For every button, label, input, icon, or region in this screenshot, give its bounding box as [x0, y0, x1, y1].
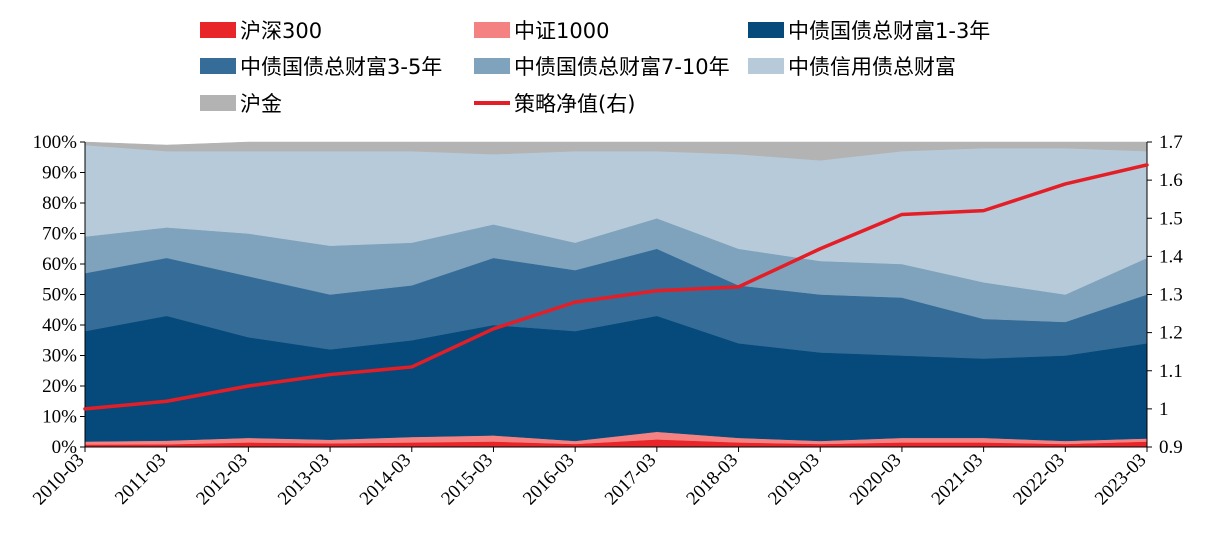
x-tick-label: 2016-03 [519, 450, 579, 510]
right-tick-label: 0.9 [1159, 437, 1183, 458]
legend-item: 中债信用债总财富 [748, 55, 956, 79]
legend-label: 沪深300 [240, 19, 322, 43]
strategy-line-layer [83, 163, 1149, 411]
stacked-areas [84, 141, 1148, 448]
legend-label: 中证1000 [514, 19, 609, 43]
x-tick-label: 2012-03 [192, 450, 252, 510]
legend-label: 策略净值(右) [514, 92, 635, 116]
right-tick-label: 1.1 [1159, 361, 1183, 382]
left-tick-label: 10% [42, 407, 77, 428]
legend-swatch [474, 58, 510, 74]
legend-item: 沪金 [200, 92, 282, 116]
x-tick-label: 2018-03 [682, 450, 742, 510]
legend-item: 中债国债总财富1-3年 [748, 19, 990, 43]
right-tick-label: 1.3 [1159, 285, 1183, 306]
left-tick-label: 0% [52, 437, 78, 458]
legend-swatch [200, 95, 236, 111]
right-tick-label: 1.5 [1159, 208, 1183, 229]
right-tick-label: 1.7 [1159, 132, 1183, 153]
left-tick-label: 70% [42, 224, 77, 245]
strategy-nav-line [83, 163, 1149, 411]
x-tick-label: 2022-03 [1009, 450, 1069, 510]
x-tick-label: 2014-03 [356, 450, 416, 510]
right-tick-label: 1.2 [1159, 323, 1183, 344]
left-tick-label: 90% [42, 163, 77, 184]
left-tick-label: 50% [42, 285, 77, 306]
right-tick-label: 1.4 [1159, 246, 1183, 267]
x-tick-label: 2017-03 [601, 450, 661, 510]
left-tick-label: 40% [42, 315, 77, 336]
left-tick-label: 80% [42, 193, 77, 214]
left-tick-label: 20% [42, 376, 77, 397]
legend-label: 中债信用债总财富 [788, 55, 956, 79]
legend-swatch [748, 22, 784, 38]
right-tick-label: 1 [1159, 399, 1169, 420]
legend-item: 中债国债总财富3-5年 [200, 55, 442, 79]
x-tick-label: 2011-03 [111, 450, 170, 509]
legend-label: 中债国债总财富7-10年 [514, 55, 730, 79]
legend-label: 中债国债总财富3-5年 [240, 55, 442, 79]
legend-item: 策略净值(右) [474, 92, 635, 116]
left-tick-label: 60% [42, 254, 77, 275]
x-tick-label: 2015-03 [437, 450, 497, 510]
x-tick-label: 2019-03 [764, 450, 824, 510]
legend-item: 沪深300 [200, 19, 322, 43]
right-tick-label: 1.6 [1159, 170, 1183, 191]
legend-item: 中证1000 [474, 19, 609, 43]
legend-swatch [748, 58, 784, 74]
legend-label: 沪金 [240, 92, 282, 116]
x-tick-label: 2021-03 [928, 450, 988, 510]
left-tick-label: 30% [42, 346, 77, 367]
legend-swatch [474, 22, 510, 38]
x-tick-label: 2013-03 [274, 450, 334, 510]
legend-item: 中债国债总财富7-10年 [474, 55, 730, 79]
x-tick-label: 2023-03 [1091, 450, 1151, 510]
x-tick-label: 2020-03 [846, 450, 906, 510]
legend-swatch [200, 22, 236, 38]
left-tick-label: 100% [33, 132, 78, 153]
legend-label: 中债国债总财富1-3年 [788, 19, 990, 43]
x-tick-label: 2010-03 [29, 450, 89, 510]
legend-swatch [200, 58, 236, 74]
